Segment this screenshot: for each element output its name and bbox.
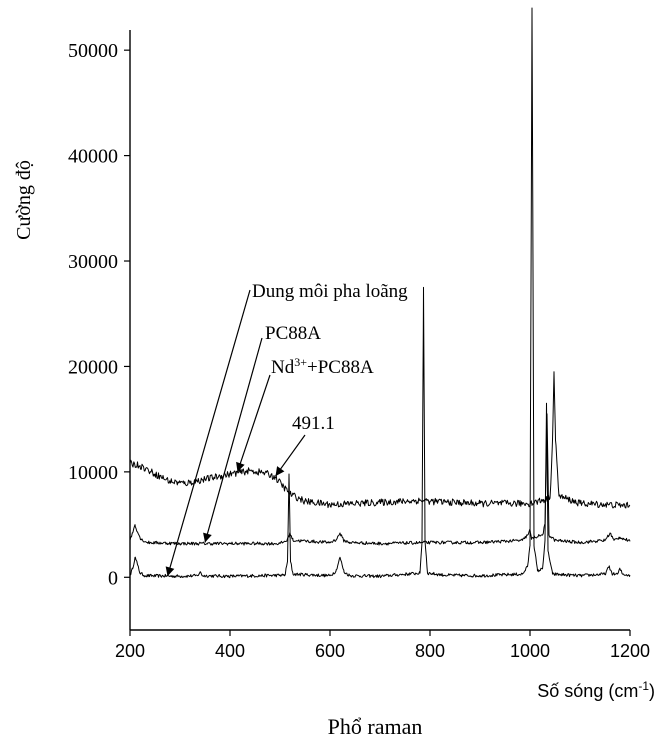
y-tick-label: 40000: [68, 146, 118, 168]
y-tick-label: 30000: [68, 251, 118, 273]
annotation-label: PC88A: [265, 323, 321, 344]
annotation-arrow-line: [166, 289, 251, 577]
y-tick-label: 20000: [68, 356, 118, 378]
series-line-pc88a: [129, 413, 631, 546]
annotation-label: 491.1: [292, 413, 335, 434]
x-tick-label: 400: [215, 641, 245, 661]
x-tick-label: 200: [115, 641, 145, 661]
y-axis-label: Cường độ: [13, 160, 35, 240]
x-ticks: 200 400 600 800 1000 1200: [115, 630, 650, 661]
annotation-arrow-head: [165, 566, 175, 577]
series-group: [129, 7, 631, 579]
axes: 0 10000 20000 30000 40000 50000 200 400 600 800 1…: [68, 30, 650, 661]
annotation-label: Nd3++PC88A: [271, 355, 374, 378]
x-tick-label: 600: [315, 641, 345, 661]
x-axis-label-sup: -1: [638, 679, 649, 693]
x-tick-label: 800: [415, 641, 445, 661]
annotation-label: Dung môi pha loãng: [252, 281, 408, 302]
annotation-arrow-head: [236, 461, 245, 472]
y-tick-label: 50000: [68, 40, 118, 62]
series-line-dung-moi: [129, 7, 631, 579]
x-tick-label: 1000: [510, 641, 550, 661]
y-ticks: 0 10000 20000 30000 40000 50000: [68, 40, 130, 589]
annotation-arrow-head: [275, 466, 285, 477]
annotation-arrow-line: [204, 337, 263, 543]
y-tick-label: 10000: [68, 462, 118, 484]
annotation-arrow-line: [236, 374, 271, 473]
annotations: Dung môi pha loãng PC88A Nd3++PC88A 491.1: [165, 281, 408, 577]
chart-caption: Phổ raman: [328, 714, 423, 739]
y-tick-label: 0: [108, 567, 118, 589]
annotation-arrow-head: [203, 532, 212, 543]
x-tick-label: 1200: [610, 641, 650, 661]
x-axis-label: Số sóng (cm-1): [537, 679, 655, 701]
series-line-nd-pc88a: [129, 371, 631, 509]
